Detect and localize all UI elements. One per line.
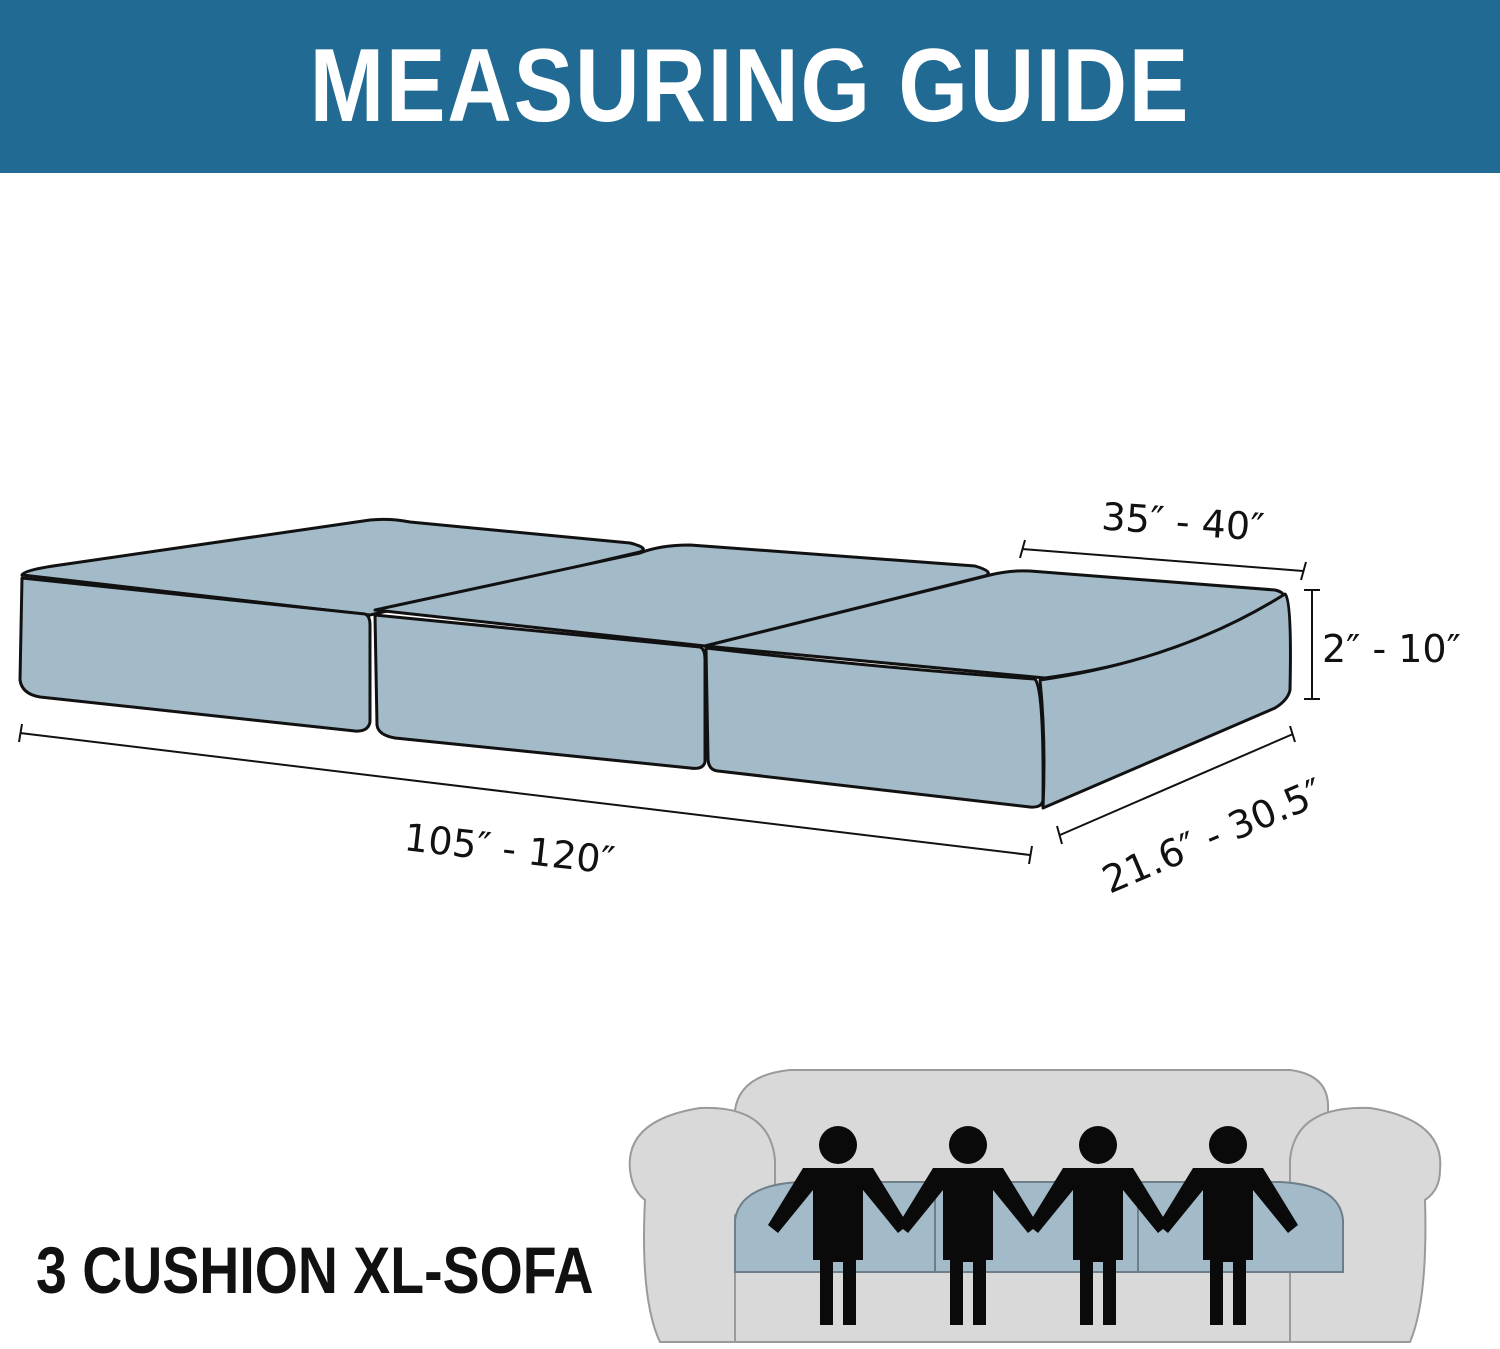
person-figure-icon — [768, 1126, 908, 1325]
thickness-label: 2″ - 10″ — [1322, 627, 1461, 671]
dimension-line-depth — [1056, 725, 1296, 845]
dimension-line-width — [1019, 539, 1307, 581]
sofa-back — [734, 1069, 1330, 1201]
dimension-line-length — [18, 723, 1033, 865]
sofa-illustration — [628, 1069, 1442, 1343]
person-figure-icon — [898, 1126, 1038, 1325]
width-label: 35″ - 40″ — [1100, 494, 1266, 549]
dimension-line-thickness — [1304, 589, 1320, 700]
depth-label: 21.6″ - 30.5″ — [1096, 770, 1330, 903]
sofa-type-label: 3 CUSHION XL-SOFA — [36, 1233, 594, 1307]
person-figure-icon — [1028, 1126, 1168, 1325]
person-figure-icon — [1158, 1126, 1298, 1325]
page-title: MEASURING GUIDE — [309, 28, 1191, 144]
header-banner: MEASURING GUIDE — [0, 0, 1500, 173]
cushion-right — [703, 569, 1292, 810]
length-label: 105″ - 120″ — [402, 815, 617, 883]
cushion-left — [18, 517, 645, 733]
